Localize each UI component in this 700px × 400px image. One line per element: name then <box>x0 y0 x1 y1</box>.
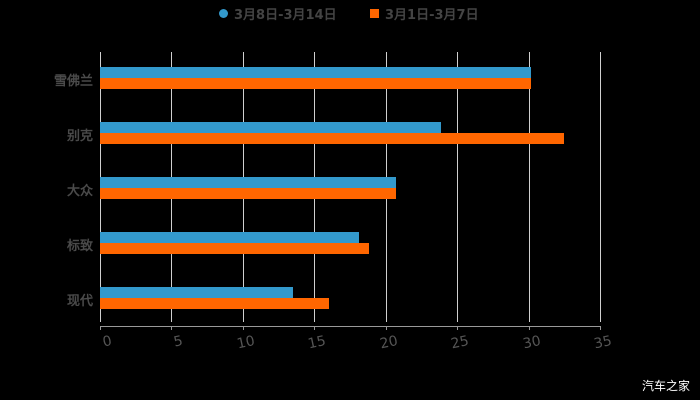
x-axis-line <box>100 326 601 327</box>
watermark: 汽车之家 <box>641 379 690 393</box>
x-tick-label: 5 <box>172 333 185 351</box>
x-tick-label: 35 <box>592 333 614 353</box>
legend-label: 3月1日-3月7日 <box>385 8 479 23</box>
bar-week1[interactable] <box>100 78 531 89</box>
legend-item-week1[interactable]: 3月1日-3月7日 <box>370 4 479 23</box>
bar-week2[interactable] <box>100 232 359 243</box>
bar-week1[interactable] <box>100 188 396 199</box>
x-tick <box>314 326 315 330</box>
bar-week2[interactable] <box>100 122 441 133</box>
x-tick <box>171 326 172 330</box>
bar-week1[interactable] <box>100 298 329 309</box>
category-label: 标致 <box>66 239 93 254</box>
x-tick <box>600 326 601 330</box>
category-label: 现代 <box>66 294 93 309</box>
x-tick <box>529 326 530 330</box>
x-tick-label: 30 <box>521 333 543 353</box>
legend-square-icon <box>370 9 379 18</box>
gridline <box>600 52 601 322</box>
x-tick <box>386 326 387 330</box>
x-tick-label: 20 <box>378 333 400 353</box>
bar-week1[interactable] <box>100 133 564 144</box>
x-tick-label: 0 <box>101 333 114 351</box>
x-tick <box>243 326 244 330</box>
x-tick <box>457 326 458 330</box>
category-label: 别克 <box>66 129 93 144</box>
legend-item-week2[interactable]: 3月8日-3月14日 <box>219 4 337 23</box>
bar-week2[interactable] <box>100 67 531 78</box>
x-tick-label: 25 <box>449 333 471 353</box>
gridline <box>529 52 530 322</box>
legend-circle-icon <box>219 9 228 18</box>
x-tick-label: 15 <box>306 333 328 353</box>
chart-legend: 3月8日-3月14日 3月1日-3月7日 <box>0 4 700 24</box>
bar-week1[interactable] <box>100 243 369 254</box>
bar-week2[interactable] <box>100 177 396 188</box>
x-tick <box>100 326 101 330</box>
gridline <box>457 52 458 322</box>
x-tick-label: 10 <box>235 333 257 353</box>
bar-week2[interactable] <box>100 287 293 298</box>
category-label: 雪佛兰 <box>53 74 93 89</box>
legend-label: 3月8日-3月14日 <box>234 8 337 23</box>
category-label: 大众 <box>66 184 93 199</box>
